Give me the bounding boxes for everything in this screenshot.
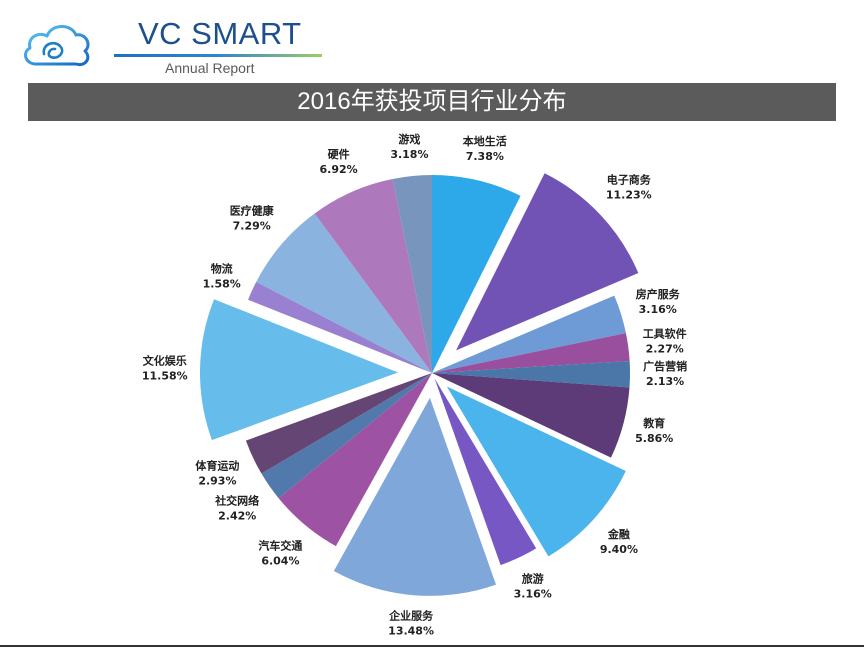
slice-label-value: 11.23%: [606, 189, 652, 202]
pie-slice-3: [432, 295, 626, 373]
slice-label-4: 工具软件 2.27%: [643, 327, 687, 356]
slice-label-value: 9.40%: [600, 543, 638, 556]
pie-slice-10: [278, 373, 432, 547]
pie-slice-12: [245, 373, 432, 474]
slice-label-3: 房产服务 3.16%: [636, 287, 681, 316]
slice-label-value: 1.58%: [203, 277, 241, 290]
pie-slices: [200, 173, 639, 596]
slice-label-name: 工具软件: [643, 327, 687, 341]
pie-slice-6: [432, 373, 630, 458]
brand-tagline: Annual Report: [165, 60, 255, 76]
cloud-logo-icon: [23, 25, 90, 67]
slice-label-name: 金融: [607, 527, 630, 541]
slice-label-11: 社交网络 2.42%: [214, 493, 259, 522]
slice-label-name: 教育: [642, 416, 665, 430]
slice-label-name: 旅游: [522, 572, 544, 586]
slice-label-2: 电子商务 11.23%: [606, 173, 652, 202]
pie-slice-4: [432, 333, 630, 373]
slice-label-name: 体育运动: [195, 459, 239, 473]
slice-label-15: 医疗健康 7.29%: [230, 203, 275, 232]
slice-label-name: 物流: [211, 261, 233, 275]
slice-label-value: 2.13%: [646, 375, 684, 388]
pie-slice-15: [256, 213, 432, 373]
pie-slice-11: [261, 373, 432, 499]
slice-label-value: 3.16%: [514, 588, 552, 601]
slice-label-value: 13.48%: [388, 625, 434, 638]
slice-label-value: 5.86%: [635, 432, 673, 445]
pie-slice-16: [314, 178, 432, 373]
slice-label-1: 本地生活 7.38%: [463, 134, 507, 163]
brand-underline: [114, 54, 322, 57]
slice-label-name: 医疗健康: [230, 203, 275, 217]
pie-slice-14: [248, 281, 432, 373]
slice-label-value: 3.16%: [639, 303, 677, 316]
slice-label-7: 金融 9.40%: [600, 527, 638, 556]
slice-label-name: 文化娱乐: [143, 353, 187, 367]
slice-label-value: 7.29%: [233, 219, 271, 232]
chart-title: 2016年获投项目行业分布: [297, 88, 567, 115]
slice-label-12: 体育运动 2.93%: [195, 459, 239, 488]
slice-label-value: 2.42%: [218, 509, 256, 522]
slice-label-16: 硬件 6.92%: [320, 147, 358, 176]
pie-slice-13: [200, 299, 398, 441]
slice-label-17: 游戏 3.18%: [390, 132, 428, 161]
pie-slice-17: [392, 175, 432, 373]
slice-label-value: 2.93%: [198, 475, 236, 488]
slice-label-name: 本地生活: [463, 134, 507, 148]
slice-label-name: 社交网络: [214, 493, 259, 507]
slice-label-5: 广告营销 2.13%: [643, 359, 687, 388]
slice-label-8: 旅游 3.16%: [514, 572, 552, 601]
brand-name: VC SMART: [138, 16, 302, 51]
slice-label-name: 广告营销: [643, 359, 687, 373]
slice-label-14: 物流 1.58%: [203, 261, 241, 290]
pie-slice-9: [333, 397, 496, 596]
slice-label-10: 汽车交通 6.04%: [258, 539, 302, 568]
slice-label-value: 7.38%: [466, 150, 504, 163]
title-bar: 2016年获投项目行业分布: [28, 83, 836, 121]
slice-label-name: 游戏: [398, 132, 420, 146]
pie-slice-8: [434, 378, 537, 566]
footer-rule: [0, 645, 864, 647]
pie-slice-7: [446, 386, 626, 557]
slice-label-value: 3.18%: [390, 148, 428, 161]
slice-label-13: 文化娱乐 11.58%: [142, 353, 188, 382]
slice-label-name: 企业服务: [388, 609, 434, 623]
slice-label-value: 6.92%: [320, 163, 358, 176]
pie-slice-1: [432, 175, 521, 373]
pie-slice-2: [456, 173, 639, 351]
slice-label-value: 11.58%: [142, 369, 188, 382]
slice-label-value: 6.04%: [261, 555, 299, 568]
pie-labels: 本地生活 7.38% 电子商务 11.23% 房产服务 3.16% 工具软件 2.27% 广告营…: [142, 132, 687, 637]
slice-label-name: 电子商务: [607, 173, 652, 187]
slice-label-name: 房产服务: [636, 287, 681, 301]
slice-label-6: 教育 5.86%: [635, 416, 673, 445]
slice-label-9: 企业服务 13.48%: [388, 609, 434, 638]
pie-slice-5: [432, 361, 631, 388]
slice-label-name: 汽车交通: [258, 539, 302, 553]
slice-label-name: 硬件: [328, 147, 350, 161]
slice-label-value: 2.27%: [646, 343, 684, 356]
